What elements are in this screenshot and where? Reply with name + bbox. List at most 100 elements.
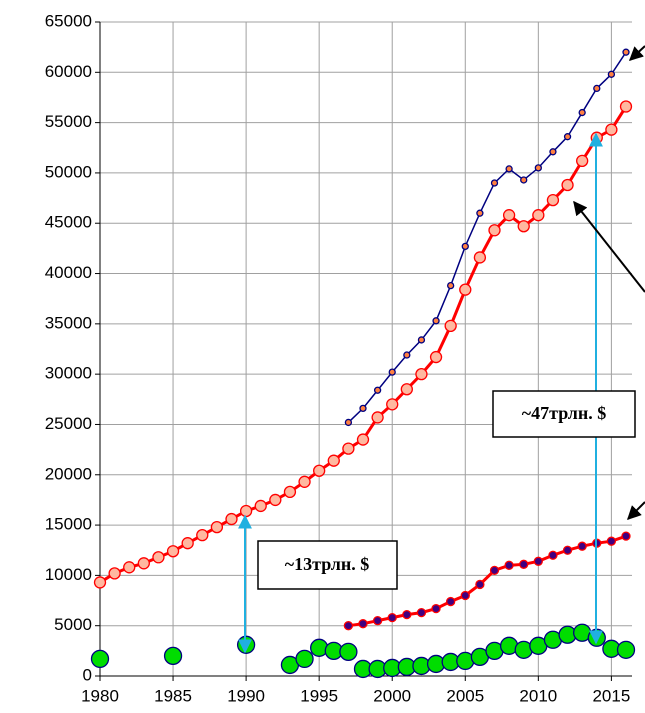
point: [313, 464, 326, 477]
point: [459, 283, 472, 296]
point: [546, 193, 560, 207]
point: [137, 557, 150, 570]
point: [254, 499, 267, 513]
point: [504, 560, 514, 570]
point: [236, 635, 256, 654]
point: [344, 418, 353, 427]
point: [577, 541, 587, 551]
point: [339, 642, 358, 662]
point: [429, 350, 443, 364]
y-tick-label: 5000: [54, 615, 92, 634]
point: [356, 433, 370, 446]
point: [402, 609, 412, 620]
point: [166, 545, 180, 558]
point: [562, 545, 573, 555]
point: [93, 576, 107, 589]
point: [373, 386, 382, 394]
point: [371, 411, 384, 424]
y-tick-label: 40000: [45, 263, 92, 282]
point: [502, 209, 516, 222]
point: [400, 383, 413, 396]
point: [622, 48, 630, 56]
y-tick-label: 20000: [45, 464, 92, 483]
point: [358, 619, 368, 629]
point: [519, 559, 529, 569]
point: [225, 512, 238, 526]
x-tick-label: 2010: [519, 686, 557, 705]
point: [181, 537, 194, 550]
x-tick-label: 2000: [373, 686, 411, 705]
x-tick-label: 1995: [300, 686, 338, 705]
point: [549, 148, 557, 156]
point: [593, 84, 601, 93]
point: [534, 164, 542, 172]
pointer-arrow: [627, 501, 645, 520]
annotation-box: [492, 390, 636, 438]
point: [283, 485, 297, 499]
point: [444, 319, 457, 333]
point: [152, 551, 165, 564]
point: [561, 178, 574, 192]
point: [388, 368, 396, 376]
point: [163, 646, 183, 666]
y-tick-label: 65000: [45, 11, 92, 30]
point: [473, 251, 487, 264]
point: [372, 616, 383, 626]
point: [416, 607, 427, 618]
point: [533, 556, 543, 566]
x-tick-label: 1990: [227, 686, 265, 705]
series-line: [347, 51, 627, 423]
point: [490, 179, 499, 187]
annotation: ~47трлн. $: [522, 403, 606, 423]
point: [403, 351, 411, 359]
point: [475, 579, 485, 590]
pointer-arrow: [628, 45, 645, 61]
y-tick-label: 35000: [45, 313, 92, 332]
point: [489, 565, 500, 576]
y-tick-label: 30000: [45, 364, 92, 383]
point: [460, 590, 470, 601]
point: [476, 209, 484, 217]
y-tick-label: 50000: [45, 162, 92, 181]
x-tick-label: 1985: [154, 686, 192, 705]
point: [446, 596, 456, 607]
point: [196, 528, 209, 542]
point: [123, 561, 136, 574]
point: [239, 504, 253, 518]
point: [417, 336, 426, 344]
point: [386, 398, 399, 411]
point: [342, 442, 355, 455]
series-line: [99, 105, 628, 584]
point: [327, 454, 340, 467]
y-tick-label: 55000: [45, 112, 92, 131]
point: [532, 209, 545, 222]
y-tick-label: 45000: [45, 213, 92, 232]
point: [517, 220, 530, 233]
point: [295, 649, 314, 669]
point: [621, 531, 631, 541]
point: [269, 493, 282, 507]
point: [578, 108, 586, 117]
x-tick-label: 2005: [446, 686, 484, 705]
point: [387, 612, 397, 623]
point: [298, 475, 311, 488]
point: [210, 520, 224, 534]
point: [619, 100, 633, 113]
point: [343, 621, 354, 631]
pointer-arrow: [573, 200, 645, 293]
point: [563, 133, 572, 141]
point: [607, 70, 616, 78]
point: [520, 176, 528, 184]
y-tick-label: 0: [83, 665, 92, 684]
point: [488, 224, 501, 237]
y-tick-label: 60000: [45, 62, 92, 81]
point: [616, 640, 636, 659]
y-tick-label: 15000: [45, 515, 92, 534]
point: [576, 154, 589, 167]
x-tick-label: 1980: [81, 686, 119, 705]
point: [431, 603, 441, 614]
point: [432, 317, 440, 325]
point: [90, 649, 110, 669]
y-tick-label: 25000: [45, 414, 92, 433]
